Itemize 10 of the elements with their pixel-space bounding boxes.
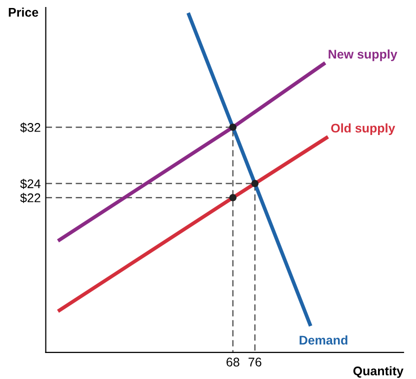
x-axis-title: Quantity xyxy=(353,366,404,378)
x-tick-label: 68 xyxy=(226,358,240,367)
y-tick-label: $32 xyxy=(20,122,40,133)
series-label: New supply xyxy=(328,49,398,62)
y-tick-label: $22 xyxy=(20,192,40,204)
y-axis-title: Price xyxy=(8,8,38,17)
series-label: Demand xyxy=(300,335,348,345)
x-tick-label: 76 xyxy=(248,358,262,367)
series-label: Old supply xyxy=(331,123,396,136)
y-tick-label: $24 xyxy=(20,178,41,189)
